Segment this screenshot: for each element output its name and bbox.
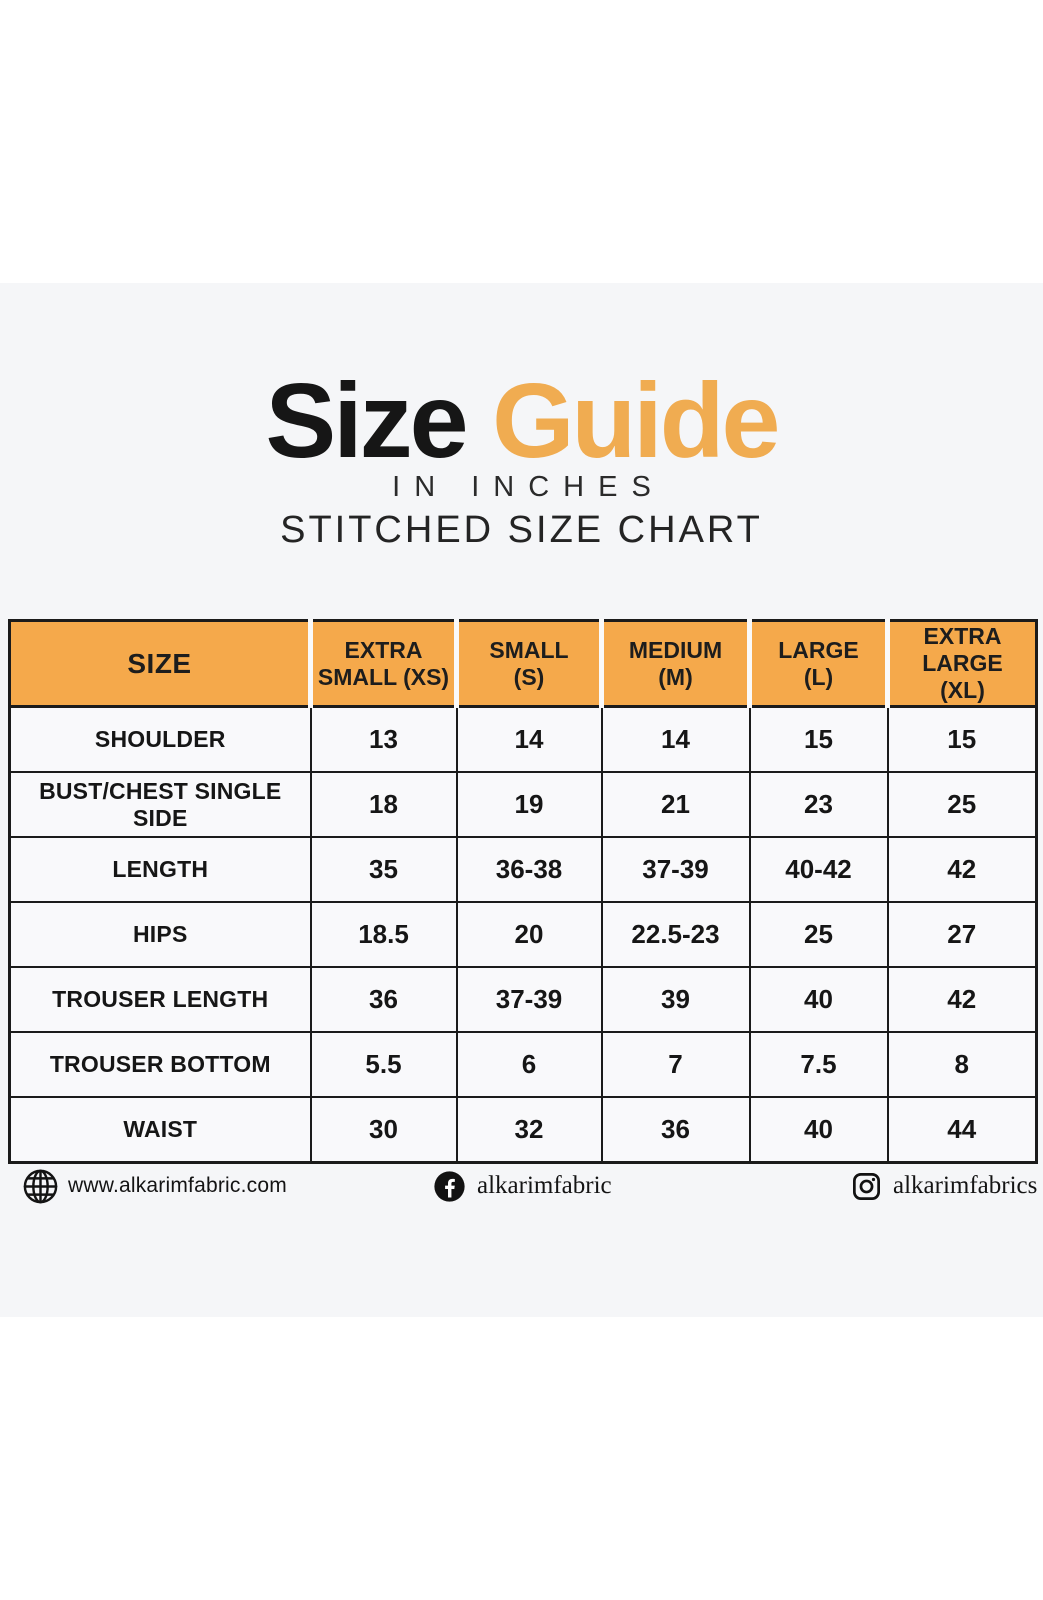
footer-instagram: alkarimfabrics xyxy=(851,1163,1037,1209)
cell-value: 13 xyxy=(309,705,458,773)
cell-value: 8 xyxy=(886,1031,1038,1098)
cell-value: 25 xyxy=(748,901,889,968)
row-label: SHOULDER xyxy=(8,705,312,773)
row-label: TROUSER LENGTH xyxy=(8,966,312,1033)
table-row-shoulder: SHOULDER 13 14 14 15 15 xyxy=(8,705,1038,773)
col-header-small: SMALL (S) xyxy=(454,619,604,708)
table-row-waist: WAIST 30 32 36 40 44 xyxy=(8,1096,1038,1164)
cell-value: 25 xyxy=(886,771,1038,838)
table-header-row: SIZE EXTRA SMALL (XS) SMALL (S) MEDIUM (… xyxy=(8,619,1038,708)
cell-value: 36-38 xyxy=(455,836,603,903)
subtitle-in-inches: IN INCHES xyxy=(392,471,665,503)
facebook-icon xyxy=(433,1170,466,1203)
col-header-extra-small: EXTRA SMALL (XS) xyxy=(308,619,459,708)
cell-value: 40 xyxy=(748,966,889,1033)
cell-value: 14 xyxy=(600,705,751,773)
facebook-handle: alkarimfabric xyxy=(477,1172,612,1199)
instagram-icon xyxy=(851,1171,882,1202)
title-space xyxy=(466,362,492,480)
row-label: TROUSER BOTTOM xyxy=(8,1031,312,1098)
cell-value: 6 xyxy=(455,1031,603,1098)
table-row-trouser-bottom: TROUSER BOTTOM 5.5 6 7 7.5 8 xyxy=(8,1031,1038,1098)
cell-value: 27 xyxy=(886,901,1038,968)
col-header-medium: MEDIUM (M) xyxy=(599,619,752,708)
cell-value: 19 xyxy=(455,771,603,838)
cell-value: 5.5 xyxy=(309,1031,458,1098)
row-label: WAIST xyxy=(8,1096,312,1164)
cell-value: 39 xyxy=(600,966,751,1033)
cell-value: 7.5 xyxy=(748,1031,889,1098)
globe-icon xyxy=(21,1167,60,1206)
cell-value: 18 xyxy=(309,771,458,838)
cell-value: 7 xyxy=(600,1031,751,1098)
size-chart-table: SIZE EXTRA SMALL (XS) SMALL (S) MEDIUM (… xyxy=(8,619,1038,1164)
row-label: BUST/CHEST SINGLE SIDE xyxy=(8,771,312,838)
footer-website: www.alkarimfabric.com xyxy=(21,1163,287,1209)
cell-value: 36 xyxy=(600,1096,751,1164)
cell-value: 15 xyxy=(886,705,1038,773)
instagram-handle: alkarimfabrics xyxy=(893,1172,1038,1199)
row-label: LENGTH xyxy=(8,836,312,903)
row-label: HIPS xyxy=(8,901,312,968)
footer-facebook: alkarimfabric xyxy=(433,1163,612,1209)
cell-value: 35 xyxy=(309,836,458,903)
cell-value: 36 xyxy=(309,966,458,1033)
cell-value: 42 xyxy=(886,966,1038,1033)
cell-value: 44 xyxy=(886,1096,1038,1164)
page-title-size: Size xyxy=(265,362,469,480)
cell-value: 40 xyxy=(748,1096,889,1164)
page-title: Size Guide xyxy=(0,368,1043,474)
cell-value: 18.5 xyxy=(309,901,458,968)
cell-value: 15 xyxy=(748,705,889,773)
table-row-length: LENGTH 35 36-38 37-39 40-42 42 xyxy=(8,836,1038,903)
col-header-size: SIZE xyxy=(8,619,313,708)
cell-value: 40-42 xyxy=(748,836,889,903)
cell-value: 42 xyxy=(886,836,1038,903)
col-header-extra-large: EXTRA LARGE (XL) xyxy=(885,619,1038,708)
col-header-large: LARGE (L) xyxy=(747,619,890,708)
cell-value: 37-39 xyxy=(455,966,603,1033)
cell-value: 30 xyxy=(309,1096,458,1164)
cell-value: 23 xyxy=(748,771,889,838)
cell-value: 32 xyxy=(455,1096,603,1164)
cell-value: 20 xyxy=(455,901,603,968)
table-row-trouser-length: TROUSER LENGTH 36 37-39 39 40 42 xyxy=(8,966,1038,1033)
subtitle-stitched-size-chart: STITCHED SIZE CHART xyxy=(280,509,763,551)
website-url: www.alkarimfabric.com xyxy=(68,1174,287,1197)
cell-value: 21 xyxy=(600,771,751,838)
table-row-hips: HIPS 18.5 20 22.5-23 25 27 xyxy=(8,901,1038,968)
page-title-guide: Guide xyxy=(492,362,780,480)
cell-value: 37-39 xyxy=(600,836,751,903)
table-row-bust-chest: BUST/CHEST SINGLE SIDE 18 19 21 23 25 xyxy=(8,771,1038,838)
cell-value: 22.5-23 xyxy=(600,901,751,968)
cell-value: 14 xyxy=(455,705,603,773)
